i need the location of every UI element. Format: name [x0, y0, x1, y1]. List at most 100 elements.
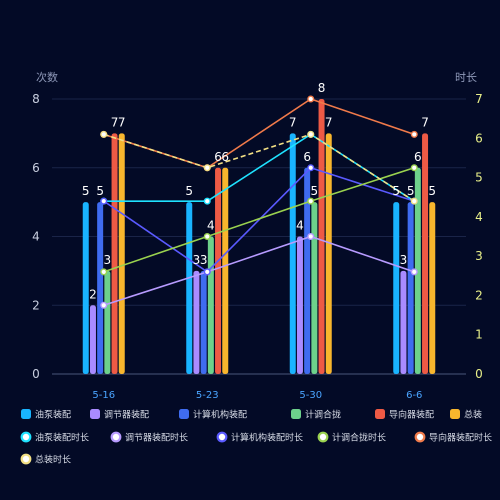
left-axis-title: 次数: [36, 70, 58, 84]
bar-value-label: 3: [104, 253, 112, 267]
legend-item-label[interactable]: 总装: [464, 409, 482, 421]
bar: [304, 167, 311, 374]
legend-swatch: [21, 409, 31, 419]
right-tick-label: 7: [475, 92, 483, 106]
bar: [400, 270, 407, 374]
bar-value-label: 6: [303, 150, 311, 164]
legend-swatch: [216, 431, 228, 443]
legend-swatch: [375, 409, 385, 419]
right-axis-title: 时长: [455, 71, 477, 84]
bar-value-label: 5: [185, 184, 193, 198]
bar: [207, 236, 214, 374]
series-point: [100, 268, 108, 276]
x-tick-label: 6-6: [406, 390, 422, 401]
series-point: [307, 164, 315, 172]
legend-item-label[interactable]: 油泵装配: [35, 409, 71, 421]
right-tick-label: 2: [475, 288, 483, 302]
bar-value-label: 5: [392, 184, 400, 198]
series-point: [307, 232, 315, 240]
bar-value-label: 3: [193, 253, 201, 267]
bar: [325, 133, 332, 374]
bar-value-label: 4: [296, 219, 304, 233]
series-point: [410, 164, 418, 172]
bar: [111, 133, 118, 374]
series-point: [100, 197, 108, 205]
bar-value-label: 5: [428, 184, 436, 198]
right-tick-label: 4: [475, 210, 483, 224]
bar: [296, 236, 303, 374]
right-tick-label: 1: [475, 328, 483, 342]
bar: [393, 202, 400, 374]
bar: [104, 270, 111, 374]
legend-swatch: [450, 409, 460, 419]
bar: [215, 167, 222, 374]
series-point: [410, 130, 418, 138]
series-point: [203, 268, 211, 276]
x-axis-ticks: 5-16 5-23 5-30 6-6: [92, 390, 422, 401]
bar-value-label: 7: [118, 115, 126, 129]
bar-value-label: 6: [414, 150, 422, 164]
legend-swatch: [414, 431, 426, 443]
bar-value-label: 7: [289, 115, 297, 129]
legend-item-label[interactable]: 导向器装配时长: [429, 432, 492, 444]
legend-swatch: [20, 431, 32, 443]
legend-item-label[interactable]: 计算机构装配时长: [231, 432, 303, 444]
bar-value-label: 2: [89, 287, 97, 301]
legend-item-label[interactable]: 计调合拢时长: [332, 432, 386, 444]
series-point: [203, 197, 211, 205]
series-point: [307, 95, 315, 103]
right-axis-ticks: 0 1 2 3 4 5 6 7: [475, 92, 483, 381]
bar: [97, 202, 104, 374]
series-line: [103, 133, 415, 202]
bar-value-label: 3: [200, 253, 208, 267]
series-line: [103, 133, 415, 202]
bar: [186, 202, 193, 374]
series-line: [103, 98, 415, 169]
bar-value-label: 4: [207, 219, 215, 233]
bar-series: [82, 99, 436, 374]
right-tick-label: 5: [475, 171, 483, 185]
legend-item-label[interactable]: 油泵装配时长: [35, 432, 89, 444]
legend-item-label[interactable]: 总装时长: [35, 454, 71, 466]
legend-item-label[interactable]: 调节器装配: [104, 409, 149, 421]
x-tick-label: 5-30: [299, 390, 322, 401]
x-tick-label: 5-23: [196, 390, 219, 401]
bar-value-label: 5: [407, 184, 415, 198]
right-tick-label: 6: [475, 131, 483, 145]
bar: [118, 133, 125, 374]
left-tick-label: 8: [32, 92, 40, 106]
bar: [200, 270, 207, 374]
legend-item-label[interactable]: 计算机构装配: [193, 409, 247, 421]
legend-item-label[interactable]: 导向器装配: [389, 409, 434, 421]
bar-value-label: 7: [421, 115, 429, 129]
series-point: [100, 130, 108, 138]
series-point: [307, 130, 315, 138]
bar-value-label: 3: [400, 253, 408, 267]
line-series: [100, 95, 418, 309]
legend-item-label[interactable]: 调节器装配时长: [125, 432, 188, 444]
bar: [311, 202, 318, 374]
left-tick-label: 2: [32, 298, 40, 312]
left-tick-label: 6: [32, 161, 40, 175]
legend-swatch: [90, 409, 100, 419]
legend-swatch: [20, 453, 32, 465]
left-tick-label: 0: [32, 367, 40, 381]
bar-value-label: 5: [96, 184, 104, 198]
series-line: [103, 235, 415, 307]
bar-value-label: 8: [318, 81, 326, 95]
bar: [318, 99, 325, 374]
bar-value-label: 5: [311, 184, 319, 198]
legend-swatch: [291, 409, 301, 419]
series-point: [410, 197, 418, 205]
bar-value-label: 7: [111, 115, 119, 129]
bar: [89, 305, 96, 374]
bar-value-label: 6: [221, 150, 229, 164]
legend-item-label[interactable]: 计调合拢: [305, 409, 341, 421]
bar: [193, 270, 200, 374]
series-point: [100, 301, 108, 309]
legend-swatch: [179, 409, 189, 419]
series-point: [307, 197, 315, 205]
bar-value-label: 6: [214, 150, 222, 164]
